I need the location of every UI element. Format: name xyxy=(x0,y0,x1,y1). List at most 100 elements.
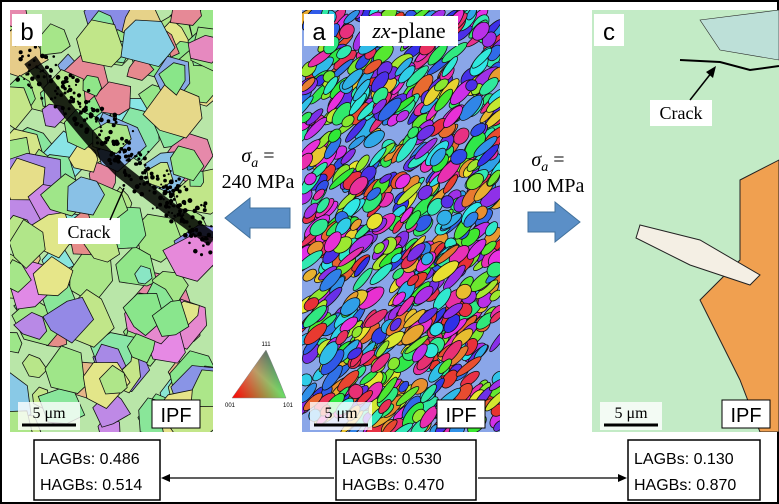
crack-dot xyxy=(177,177,180,180)
crack-dot xyxy=(50,97,53,100)
crack-dot xyxy=(126,159,128,161)
crack-dot xyxy=(35,65,38,68)
crack-dot xyxy=(147,151,149,153)
crack-dot xyxy=(37,81,42,86)
crack-dot xyxy=(26,72,29,75)
crack-dot xyxy=(200,221,202,223)
ipf-key-label: 001 xyxy=(225,403,236,409)
crack-dot xyxy=(206,242,210,246)
crack-dot xyxy=(183,208,188,213)
crack-dot xyxy=(200,237,205,242)
stress-equals: = xyxy=(258,145,274,167)
crack-dot xyxy=(152,185,155,188)
crack-dot xyxy=(149,183,152,186)
crack-dot xyxy=(49,79,53,83)
stress-equals: = xyxy=(548,149,564,171)
crack-dot xyxy=(188,225,190,227)
crack-dot xyxy=(150,175,155,180)
crack-dot xyxy=(127,147,131,151)
crack-dot xyxy=(164,213,168,217)
stat-line: HAGBs: 0.470 xyxy=(342,477,444,494)
crack-dot xyxy=(122,143,124,145)
crack-dot xyxy=(63,87,66,90)
crack-dot xyxy=(163,190,168,195)
crack-dot xyxy=(83,118,87,122)
stat-line: HAGBs: 0.514 xyxy=(40,477,142,494)
crack-dot xyxy=(70,96,73,99)
crack-dot xyxy=(166,169,169,172)
crack-dot xyxy=(175,180,177,182)
crack-dot xyxy=(142,182,146,186)
connector-head xyxy=(618,474,627,482)
crack-dot xyxy=(129,178,132,181)
crack-dot xyxy=(152,207,154,209)
crack-dot xyxy=(158,195,163,200)
crack-dot xyxy=(139,183,141,185)
crack-dot xyxy=(156,207,158,209)
stat-line: LAGBs: 0.130 xyxy=(634,451,734,468)
crack-dot xyxy=(213,240,216,243)
stress-label: σa = xyxy=(241,145,274,171)
crack-dot xyxy=(23,78,25,80)
crack-dot xyxy=(68,85,70,87)
crack-dot xyxy=(168,211,170,213)
crack-dot xyxy=(88,100,91,103)
crack-dot xyxy=(87,89,90,92)
stress-value: 240 MPa xyxy=(222,171,295,193)
crack-dot xyxy=(123,171,127,175)
connector-head xyxy=(161,474,170,482)
crack-dot xyxy=(127,174,131,178)
crack-dot xyxy=(56,86,59,89)
crack-dot xyxy=(124,154,128,158)
crack-dot xyxy=(203,204,206,207)
crack-dot xyxy=(28,70,30,72)
crack-dot xyxy=(28,85,30,87)
crack-dot xyxy=(144,164,146,166)
crack-dot xyxy=(172,193,175,196)
crack-dot xyxy=(135,162,138,165)
figure: b a c zx-plane Crack Crack σa = 240 MPa … xyxy=(0,0,779,504)
ipf-map-a xyxy=(291,1,513,445)
crack-dot xyxy=(113,117,117,121)
crack-dot xyxy=(95,120,98,123)
crack-dot xyxy=(89,112,92,115)
ipf-map-c xyxy=(592,10,779,432)
crack-dot xyxy=(188,229,193,234)
crack-dot xyxy=(197,207,200,210)
panel-letter: b xyxy=(20,19,33,46)
crack-dot xyxy=(100,107,104,111)
crack-dot xyxy=(153,191,157,195)
crack-dot xyxy=(15,77,20,82)
crack-dot xyxy=(71,99,75,103)
crack-dot xyxy=(183,233,188,238)
crack-dot xyxy=(61,106,65,110)
crack-dot xyxy=(77,93,81,97)
crack-dot xyxy=(56,92,59,95)
crack-label: Crack xyxy=(68,222,111,242)
crack-dot xyxy=(185,220,189,224)
crack-dot xyxy=(203,208,207,212)
crack-dot xyxy=(139,175,144,180)
stat-line: HAGBs: 0.870 xyxy=(634,477,736,494)
crack-dot xyxy=(127,154,130,157)
crack-dot xyxy=(139,192,144,197)
crack-dot xyxy=(79,111,83,115)
crack-dot xyxy=(113,158,118,163)
crack-dot xyxy=(110,151,113,154)
crack-dot xyxy=(79,124,83,128)
crack-dot xyxy=(74,122,79,127)
crack-dot xyxy=(189,233,194,238)
crack-dot xyxy=(178,185,181,188)
crack-dot xyxy=(100,130,103,133)
crack-dot xyxy=(188,242,191,245)
crack-dot xyxy=(59,93,63,97)
direction-arrow xyxy=(528,202,580,242)
crack-dot xyxy=(109,114,111,116)
crack-dot xyxy=(141,171,144,174)
crack-dot xyxy=(180,218,185,223)
crack-dot xyxy=(162,185,165,188)
crack-dot xyxy=(146,181,150,185)
crack-dot xyxy=(68,107,71,110)
crack-dot xyxy=(71,75,75,79)
crack-dot xyxy=(28,49,31,52)
